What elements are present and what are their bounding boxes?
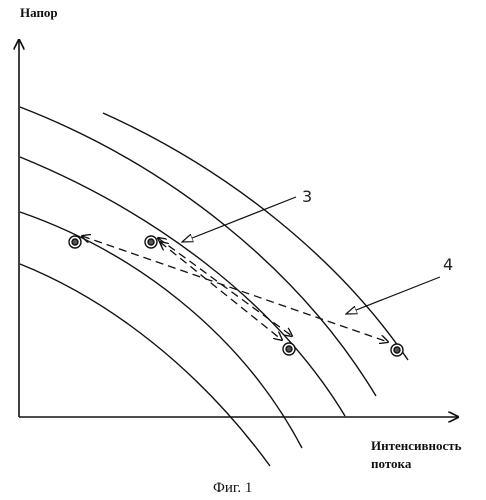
x-axis-label-line1: Интенсивность: [371, 438, 462, 453]
leader-line-4: [346, 277, 440, 314]
operating-point-4: [391, 344, 403, 356]
transition-line-a: [82, 236, 388, 342]
x-axis-label-line2: потока: [371, 456, 411, 471]
figure-caption: Фиг. 1: [213, 480, 252, 497]
characteristic-curve-4: [20, 107, 376, 396]
operating-point-1: [69, 236, 81, 248]
reference-numeral-3: 3: [302, 187, 312, 206]
operating-point-3: [283, 343, 295, 355]
y-axis-label: Напор: [20, 5, 58, 20]
reference-numeral-4: 4: [443, 255, 453, 274]
transition-line-c: [160, 242, 282, 340]
characteristic-curve-2: [20, 212, 302, 448]
characteristic-curve-1: [20, 264, 270, 466]
operating-point-2: [145, 236, 157, 248]
leader-line-3: [182, 197, 296, 242]
